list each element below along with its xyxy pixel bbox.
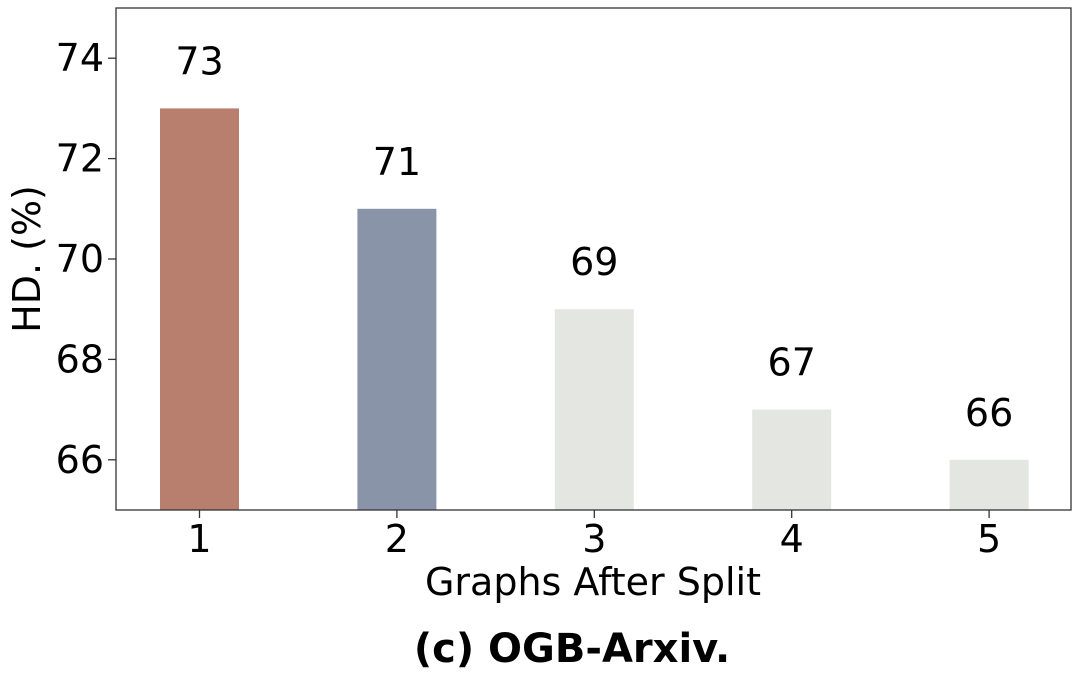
y-tick-label: 74 — [56, 36, 104, 80]
y-axis: 66 68 70 72 74 — [56, 36, 116, 482]
data-label-2: 71 — [373, 140, 421, 184]
data-label-1: 73 — [175, 39, 223, 83]
data-label-5: 66 — [965, 391, 1013, 435]
data-label-3: 69 — [570, 240, 618, 284]
bars-layer — [160, 108, 1029, 511]
y-axis-title: HD. (%) — [5, 185, 49, 333]
bar-5 — [949, 459, 1029, 510]
x-tick-label: 4 — [780, 517, 804, 561]
x-tick-label: 2 — [385, 517, 409, 561]
x-axis: 1 2 3 4 5 — [187, 510, 1001, 561]
y-tick-label: 72 — [56, 137, 104, 181]
y-tick-label: 66 — [56, 438, 104, 482]
x-tick-label: 5 — [977, 517, 1001, 561]
y-tick-label: 68 — [56, 337, 104, 381]
figure-caption: (c) OGB-Arxiv. — [414, 626, 730, 672]
bar-1 — [160, 108, 239, 511]
x-axis-title: Graphs After Split — [425, 560, 761, 604]
x-tick-label: 3 — [582, 517, 606, 561]
bar-2 — [357, 208, 437, 511]
data-labels-layer: 73 71 69 67 66 — [175, 39, 1013, 434]
bar-3 — [554, 309, 634, 510]
y-tick-label: 70 — [56, 237, 104, 281]
bar-4 — [752, 409, 832, 510]
x-tick-label: 1 — [187, 517, 211, 561]
data-label-4: 67 — [768, 341, 816, 385]
